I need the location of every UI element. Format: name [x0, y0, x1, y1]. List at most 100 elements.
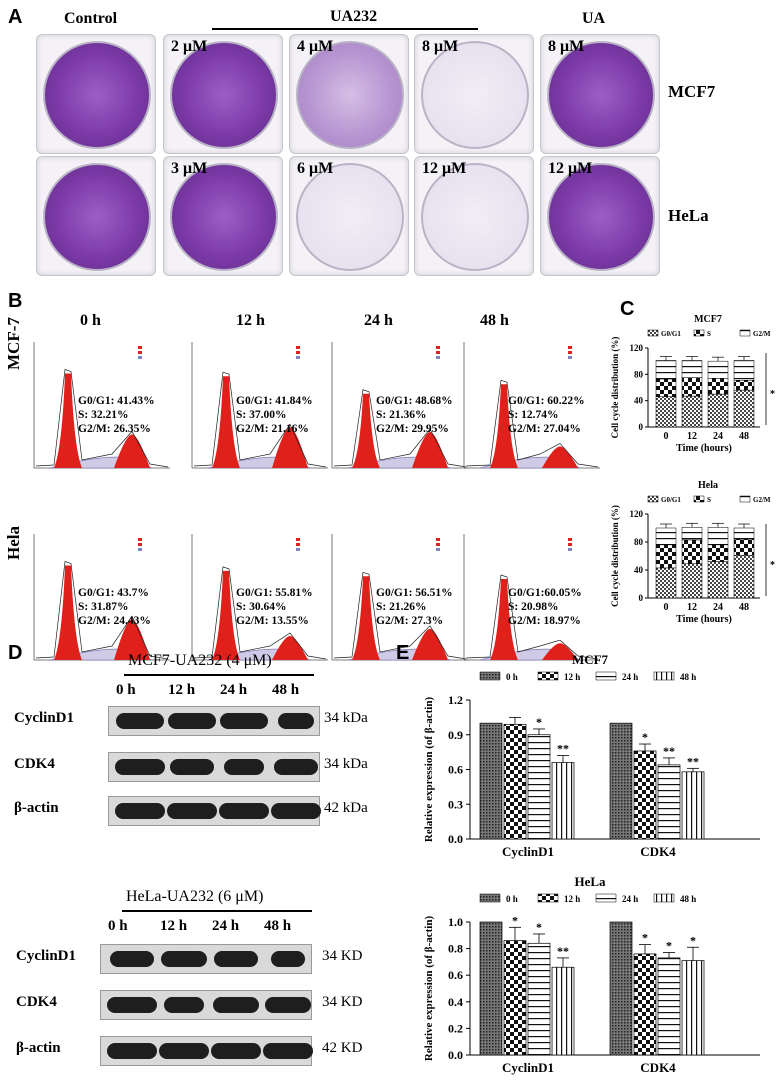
- row-label-mcf7: MCF7: [668, 82, 716, 101]
- stacked-bar-S: [655, 544, 677, 569]
- histogram-outline: [35, 561, 169, 660]
- stacked-bar-G0/G1: [655, 396, 677, 428]
- stacked-bar-G2/M: [733, 527, 755, 540]
- mcf7-histogram-0: [20, 334, 180, 484]
- y-tick-label: 40: [634, 565, 644, 575]
- g2m-peak: [542, 446, 578, 468]
- stacked-bar-G0/G1: [707, 393, 729, 428]
- stacked-bar-S: [707, 544, 729, 562]
- blot-strip: [100, 1036, 313, 1066]
- blot-strip: [100, 944, 312, 974]
- significance-mark: **: [663, 744, 675, 758]
- legend-swatch: [595, 893, 617, 903]
- chart-title: MCF7: [694, 314, 722, 325]
- legend-label: G2/M: [753, 330, 771, 338]
- legend-swatch: [537, 893, 559, 903]
- legend-swatch: [693, 495, 705, 503]
- phase-stat-line: G0/G1: 60.22%: [508, 395, 585, 407]
- concentration-label: 6 μM: [297, 160, 334, 177]
- legend-swatch-g0g1: [138, 346, 142, 349]
- g2m-peak: [272, 427, 308, 468]
- legend-label: 12 h: [564, 894, 580, 904]
- y-tick-label: 40: [634, 396, 644, 406]
- significance-mark: *: [642, 931, 648, 945]
- phase-stat-line: G0/G1: 56.51%: [376, 587, 453, 599]
- blot-timepoint: 0 h: [116, 682, 136, 698]
- legend-swatch-g2m: [296, 543, 300, 546]
- y-tick-label: 80: [634, 537, 644, 547]
- blot-strip: [100, 990, 312, 1020]
- legend-swatch-s: [296, 356, 300, 359]
- legend-swatch-s: [436, 548, 440, 551]
- stacked-bar-G2/M: [707, 527, 729, 546]
- histogram-outline: [333, 571, 467, 660]
- stacked-bar-G0/G1: [681, 395, 703, 428]
- legend-label: S: [707, 496, 711, 504]
- legend-swatch-g2m: [568, 351, 572, 354]
- phase-stat-line: S: 21.26%: [376, 601, 427, 613]
- blot-band: [107, 997, 157, 1013]
- stacked-bar-G0/G1: [733, 555, 755, 599]
- hela-histogram-2: [318, 526, 478, 676]
- blot-protein-label: CDK4: [16, 994, 57, 1010]
- significance-mark: **: [557, 742, 569, 756]
- blot-band: [159, 1043, 209, 1059]
- blot-band: [214, 951, 258, 967]
- plate-well: [170, 41, 278, 149]
- plate-well: [43, 163, 151, 271]
- blot-timepoint: 48 h: [272, 682, 300, 698]
- phase-stat-line: G0/G1: 43.7%: [78, 587, 149, 599]
- legend-swatch-s: [296, 548, 300, 551]
- blot-timepoint: 12 h: [160, 918, 188, 934]
- bar-12h: [633, 953, 657, 1056]
- blot-protein-label: β-actin: [16, 1040, 61, 1056]
- stacked-bar-G2/M: [655, 527, 677, 546]
- cell-cycle-chart-mcf7: MCF7 G0/G1 S G2/M 0 40 80 120 0 12 24 48 Time (hours…: [610, 314, 775, 454]
- plate-well: [43, 41, 151, 149]
- blot-timepoint: 24 h: [212, 918, 240, 934]
- blot-band: [219, 803, 269, 819]
- blot-band: [161, 951, 207, 967]
- y-tick-label: 0.6: [448, 763, 463, 777]
- legend-label: 24 h: [622, 894, 638, 904]
- legend-label: 48 h: [680, 672, 696, 682]
- flow-time-48h: 48 h: [480, 312, 509, 329]
- blot-band: [116, 713, 164, 729]
- bar-24h: [657, 764, 681, 840]
- stacked-bar-G2/M: [655, 360, 677, 380]
- y-tick-label: 0.9: [448, 728, 463, 742]
- header-control: Control: [64, 10, 118, 27]
- legend-swatch-g0g1: [296, 538, 300, 541]
- blot-protein-label: CyclinD1: [16, 948, 76, 964]
- x-tick-label: 12: [687, 602, 697, 613]
- x-axis-label: Time (hours): [676, 614, 732, 625]
- blot-band: [115, 803, 165, 819]
- chart-title: HeLa: [574, 874, 606, 889]
- bar-0h: [609, 722, 633, 840]
- concentration-label: 12 μM: [548, 160, 593, 177]
- blot-strip: [108, 706, 320, 736]
- bar-12h: [503, 940, 527, 1056]
- y-tick-label: 0: [639, 593, 644, 603]
- stacked-bar-G0/G1: [655, 567, 677, 599]
- blot-band: [271, 803, 321, 819]
- legend-swatch: [479, 671, 501, 681]
- g0g1-peak: [54, 373, 82, 468]
- y-axis-label: Relative expression (of β-actin): [423, 916, 435, 1062]
- blot-band: [213, 997, 259, 1013]
- blot-band: [220, 713, 268, 729]
- phase-stat-line: S: 30.64%: [236, 601, 287, 613]
- blot-band: [224, 759, 264, 775]
- g2m-peak: [114, 619, 150, 660]
- y-tick-label: 120: [630, 509, 644, 519]
- cell-cycle-chart-hela: Hela G0/G1 S G2/M 0 40 80 120 0 12 24 48 Time (hours…: [610, 480, 775, 625]
- blot-band: [115, 759, 165, 775]
- blot-timepoint: 12 h: [168, 682, 196, 698]
- phase-stats: G0/G1: 43.7% S: 31.87% G2/M: 24.43%: [78, 586, 151, 628]
- legend-swatch-g2m: [568, 543, 572, 546]
- histogram-outline: [193, 371, 327, 468]
- phase-stats: G0/G1:60.05% S: 20.98% G2/M: 18.97%: [508, 586, 582, 628]
- legend-swatch-g0g1: [436, 346, 440, 349]
- legend-label: G0/G1: [661, 330, 681, 338]
